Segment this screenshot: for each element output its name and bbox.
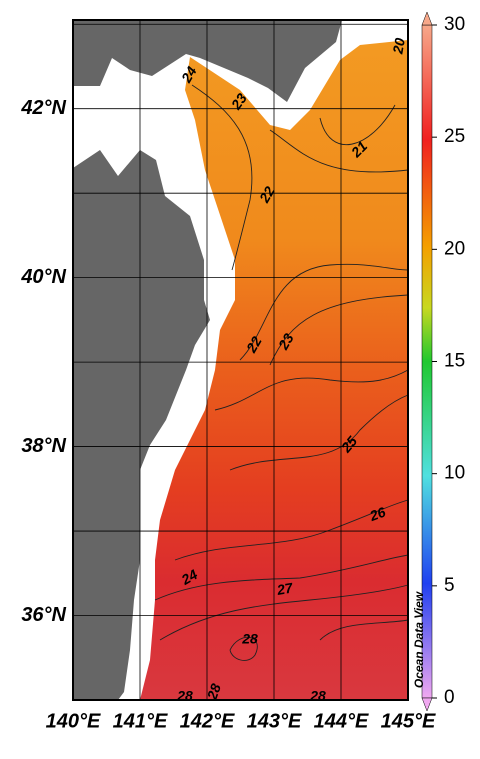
contour bbox=[154, 554, 409, 601]
contour-label: 27 bbox=[275, 579, 295, 598]
colorbar-label: 15 bbox=[444, 351, 465, 372]
colorbar-top-arrow bbox=[421, 11, 433, 26]
contour bbox=[174, 499, 409, 561]
watermark: Ocean Data View bbox=[412, 591, 426, 688]
colorbar-bottom-arrow bbox=[421, 697, 433, 712]
contour-label: 28 bbox=[203, 681, 224, 702]
contour-label: 23 bbox=[227, 90, 250, 113]
contour bbox=[319, 619, 409, 641]
plot-area bbox=[72, 19, 409, 701]
contour-label: 20 bbox=[389, 37, 408, 56]
contour bbox=[239, 263, 409, 361]
contour-label: 28 bbox=[309, 688, 326, 704]
colorbar-label: 0 bbox=[444, 687, 455, 708]
contour bbox=[191, 84, 253, 271]
contour bbox=[229, 636, 258, 661]
contour-label: 28 bbox=[176, 688, 193, 704]
colorbar-label: 30 bbox=[444, 14, 465, 35]
contour-label: 22 bbox=[256, 183, 278, 206]
contour-label: 23 bbox=[275, 330, 297, 353]
contour bbox=[159, 584, 409, 641]
colorbar-label: 25 bbox=[444, 126, 465, 147]
x-tick-label: 143°E bbox=[247, 710, 302, 732]
y-tick-label: 38°N bbox=[21, 435, 66, 457]
contour-label: 24 bbox=[178, 566, 201, 588]
contour bbox=[214, 369, 409, 411]
colorbar-label: 5 bbox=[444, 575, 455, 596]
x-tick-label: 142°E bbox=[180, 710, 235, 732]
y-tick-label: 42°N bbox=[20, 97, 66, 119]
x-tick-label: 141°E bbox=[113, 710, 168, 732]
contour-label: 26 bbox=[367, 504, 388, 525]
land-honshu bbox=[73, 150, 210, 700]
contour-label: 22 bbox=[243, 333, 265, 356]
contour-label: 24 bbox=[178, 63, 200, 86]
y-tick-label: 36°N bbox=[21, 604, 66, 626]
colorbar-label: 20 bbox=[444, 238, 465, 259]
colorbar-label: 10 bbox=[444, 463, 465, 484]
x-tick-label: 140°E bbox=[46, 710, 101, 732]
x-tick-label: 145°E bbox=[381, 710, 436, 732]
contour-label: 28 bbox=[241, 631, 258, 647]
contour bbox=[269, 129, 409, 173]
contour bbox=[229, 394, 409, 471]
contour bbox=[269, 294, 409, 366]
contour bbox=[319, 104, 396, 146]
x-tick-label: 144°E bbox=[314, 710, 369, 732]
y-tick-label: 40°N bbox=[20, 266, 66, 288]
